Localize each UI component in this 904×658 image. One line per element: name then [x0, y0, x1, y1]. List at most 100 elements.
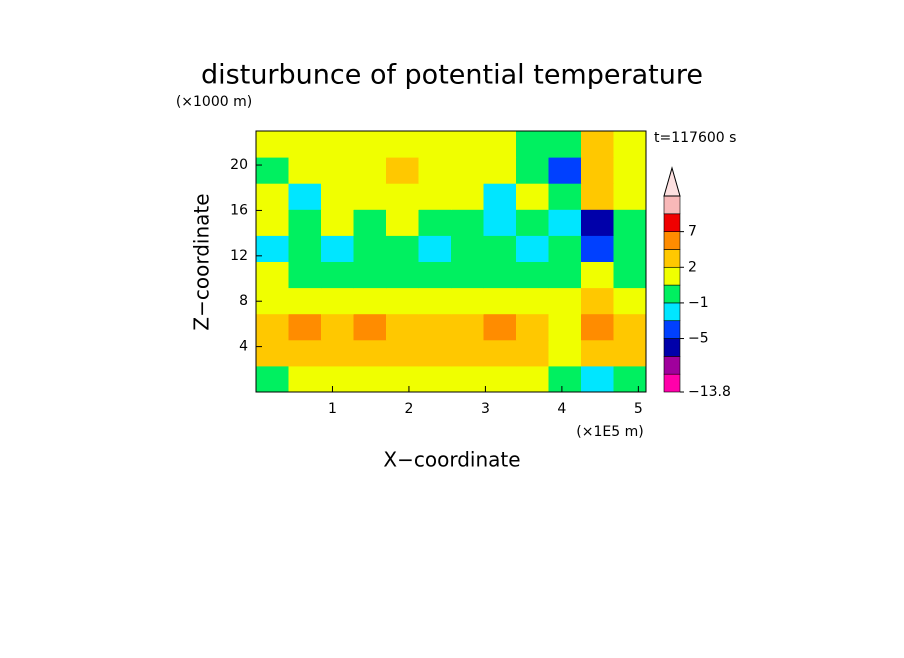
colorbar-segment [663, 249, 681, 268]
contour-cell [386, 235, 419, 262]
contour-cell [418, 157, 452, 184]
contour-cell [256, 261, 289, 289]
contour-cell [386, 339, 419, 367]
colorbar-label: −5 [688, 331, 709, 347]
colorbar-label: −1 [688, 295, 709, 311]
contour-cell [483, 157, 517, 184]
contour-cell [483, 339, 517, 367]
contour-cell [418, 209, 452, 236]
contour-cell [418, 261, 452, 289]
contour-cell [256, 313, 289, 341]
contour-cell [386, 183, 419, 210]
contour-cell [451, 339, 484, 367]
contour-cell [353, 131, 387, 158]
contour-cell [353, 261, 387, 289]
contour-cell [581, 339, 614, 367]
contour-cell [451, 287, 484, 315]
contour-cell [581, 365, 614, 392]
contour-cell [353, 287, 387, 315]
contour-cell [581, 183, 614, 210]
contour-cell [613, 261, 646, 289]
y-tick-label: 12 [230, 248, 248, 264]
contour-cell [516, 339, 549, 367]
colorbar-label: −13.8 [688, 384, 731, 400]
contour-cell [353, 313, 387, 341]
contour-cell [483, 235, 517, 262]
contour-cell [516, 287, 549, 315]
contour-cell [353, 183, 387, 210]
y-unit: (×1000 m) [176, 94, 252, 110]
contour-cell [321, 287, 354, 315]
contour-cell [581, 313, 614, 341]
colorbar-segment [663, 213, 681, 232]
contour-cell [288, 131, 322, 158]
colorbar-segment [663, 320, 681, 339]
contour-cell [321, 339, 354, 367]
x-tick-label: 2 [404, 401, 413, 417]
contour-cell [386, 365, 419, 392]
y-tick-label: 16 [230, 202, 248, 218]
contour-cell [353, 209, 387, 236]
colorbar-segment [663, 373, 681, 393]
contour-cell [288, 183, 322, 210]
contour-cell [548, 235, 582, 262]
contour-cell [451, 209, 484, 236]
contour-cell [548, 209, 582, 236]
contour-cell [516, 183, 549, 210]
colorbar-segment [663, 356, 681, 375]
x-axis-title: X−coordinate [383, 448, 520, 472]
y-tick-label: 4 [239, 339, 248, 355]
contour-cell [548, 261, 582, 289]
contour-cell [386, 313, 419, 341]
contour-cell [548, 287, 582, 315]
contour-cell [256, 209, 289, 236]
contour-cell [321, 183, 354, 210]
contour-cell [613, 365, 646, 392]
contour-cell [516, 261, 549, 289]
contour-cell [418, 183, 452, 210]
contour-cell [288, 235, 322, 262]
contour-cell [581, 131, 614, 158]
time-label: t=117600 s [654, 130, 736, 146]
contour-cell [321, 261, 354, 289]
contour-cell [288, 261, 322, 289]
contour-cell [451, 313, 484, 341]
contour-cell [386, 209, 419, 236]
colorbar-segment [663, 266, 681, 286]
contour-cell [548, 313, 582, 341]
contour-cell [321, 131, 354, 158]
contour-cell [483, 313, 517, 341]
contour-cell [386, 157, 419, 184]
colorbar-segment [663, 231, 681, 250]
x-tick-label: 4 [557, 401, 566, 417]
contour-cell [483, 365, 517, 392]
contour-cell [418, 287, 452, 315]
contour-cell [321, 209, 354, 236]
contour-cell [516, 313, 549, 341]
contour-cell [483, 209, 517, 236]
contour-cell [418, 235, 452, 262]
contour-cell [483, 287, 517, 315]
contour-cell [548, 365, 582, 392]
contour-cell [288, 209, 322, 236]
contour-cell [418, 313, 452, 341]
contour-cell [256, 183, 289, 210]
contour-cell [256, 365, 289, 392]
contour-cell [613, 131, 646, 158]
contour-cell [516, 209, 549, 236]
contour-cell [548, 183, 582, 210]
x-tick-label: 1 [328, 401, 337, 417]
contour-cell [581, 209, 614, 236]
chart-title: disturbunce of potential temperature [201, 60, 703, 91]
contour-cell [418, 365, 452, 392]
contour-cell [451, 261, 484, 289]
contour-cell [353, 157, 387, 184]
contour-cell [483, 131, 517, 158]
contour-cell [483, 261, 517, 289]
contour-cell [418, 339, 452, 367]
contour-cell [548, 157, 582, 184]
contour-cell [256, 235, 289, 262]
contour-cell [256, 339, 289, 367]
contour-cell [613, 339, 646, 367]
